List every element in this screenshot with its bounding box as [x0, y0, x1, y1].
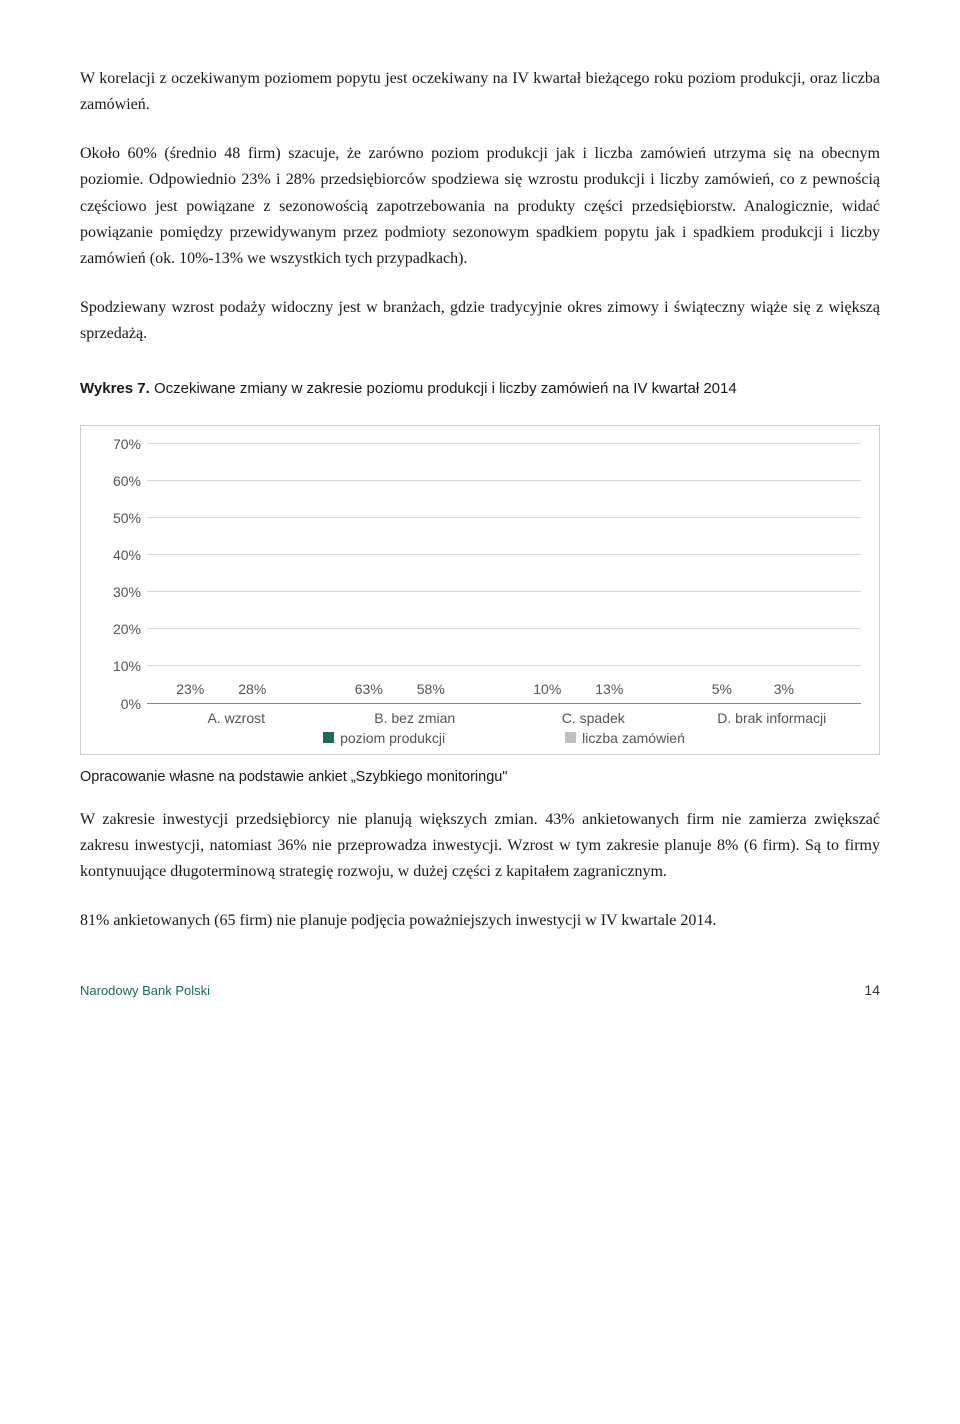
- y-tick-label: 70%: [113, 436, 141, 452]
- bar-value-label: 63%: [355, 681, 383, 697]
- paragraph-5: 81% ankietowanych (65 firm) nie planuje …: [80, 908, 880, 934]
- bar-chart: 0%10%20%30%40%50%60%70% 23%28%63%58%10%1…: [99, 444, 861, 704]
- bar-group: 5% 3%: [683, 444, 862, 703]
- y-tick-label: 0%: [121, 696, 141, 712]
- chart-legend: poziom produkcji liczba zamówień: [147, 730, 861, 746]
- y-tick-label: 10%: [113, 658, 141, 674]
- bar-value-label: 23%: [176, 681, 204, 697]
- y-tick-label: 30%: [113, 584, 141, 600]
- paragraph-2: Około 60% (średnio 48 firm) szacuje, że …: [80, 141, 880, 273]
- x-axis-label: D. brak informacji: [683, 704, 862, 726]
- chart-title-rest: Oczekiwane zmiany w zakresie poziomu pro…: [150, 380, 737, 397]
- y-tick-label: 20%: [113, 621, 141, 637]
- chart-container: 0%10%20%30%40%50%60%70% 23%28%63%58%10%1…: [80, 425, 880, 755]
- bar-value-label: 5%: [712, 681, 732, 697]
- y-tick-label: 40%: [113, 547, 141, 563]
- bar-group: 63% 58%: [326, 444, 505, 703]
- page-footer: Narodowy Bank Polski 14: [80, 982, 880, 998]
- legend-swatch: [323, 732, 334, 743]
- bar-value-label: 58%: [417, 681, 445, 697]
- legend-swatch: [565, 732, 576, 743]
- paragraph-4: W zakresie inwestycji przedsiębiorcy nie…: [80, 807, 880, 886]
- paragraph-1: W korelacji z oczekiwanym poziomem popyt…: [80, 66, 880, 119]
- paragraph-3: Spodziewany wzrost podaży widoczny jest …: [80, 295, 880, 348]
- y-axis: 0%10%20%30%40%50%60%70%: [99, 444, 147, 704]
- x-axis-label: C. spadek: [504, 704, 683, 726]
- x-axis-labels: A. wzrostB. bez zmianC. spadekD. brak in…: [147, 704, 861, 726]
- chart-title: Wykres 7. Oczekiwane zmiany w zakresie p…: [80, 380, 880, 397]
- chart-source-note: Opracowanie własne na podstawie ankiet „…: [80, 769, 880, 785]
- legend-label: poziom produkcji: [340, 730, 445, 746]
- plot-area: 23% 28% 63% 58% 10% 13% 5% 3%: [147, 444, 861, 704]
- bar-group: 23% 28%: [147, 444, 326, 703]
- y-tick-label: 60%: [113, 473, 141, 489]
- y-tick-label: 50%: [113, 510, 141, 526]
- bar-value-label: 3%: [774, 681, 794, 697]
- legend-item: liczba zamówień: [565, 730, 685, 746]
- legend-item: poziom produkcji: [323, 730, 445, 746]
- chart-title-prefix: Wykres 7.: [80, 380, 150, 397]
- x-axis-label: B. bez zmian: [326, 704, 505, 726]
- footer-publisher: Narodowy Bank Polski: [80, 983, 210, 998]
- bar-group: 10% 13%: [504, 444, 683, 703]
- bar-value-label: 10%: [533, 681, 561, 697]
- x-axis-label: A. wzrost: [147, 704, 326, 726]
- bar-value-label: 13%: [595, 681, 623, 697]
- legend-label: liczba zamówień: [582, 730, 685, 746]
- page-number: 14: [864, 982, 880, 998]
- bar-value-label: 28%: [238, 681, 266, 697]
